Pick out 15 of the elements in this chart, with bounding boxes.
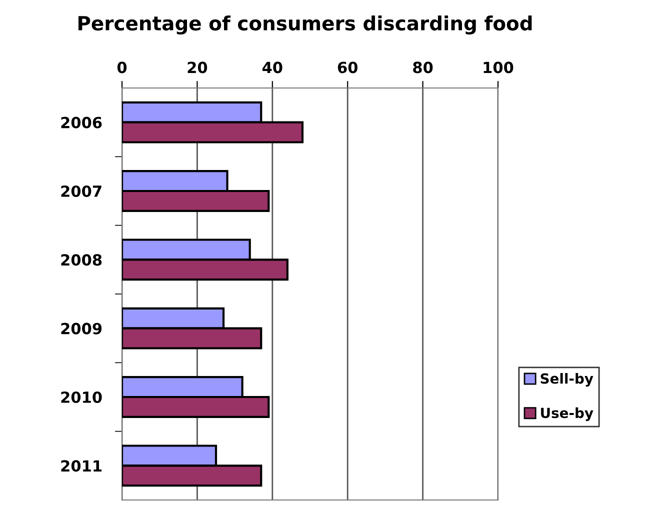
y-tick-label: 2006 (61, 116, 102, 128)
x-tick-label: 60 (338, 62, 358, 74)
chart-title: Percentage of consumers discarding food (78, 16, 532, 34)
y-tick-label: 2007 (61, 185, 102, 198)
x-tick-label: 80 (413, 62, 433, 74)
y-tick-label: 2009 (61, 322, 102, 334)
y-tick-label: 2008 (61, 254, 102, 266)
x-tick-label: 20 (188, 62, 208, 74)
x-tick-label: 40 (262, 62, 282, 74)
y-tick-label: 2011 (61, 460, 102, 472)
x-tick-label: 100 (484, 62, 514, 74)
x-tick-label: 0 (117, 62, 127, 74)
legend-label: Sell-by (540, 373, 594, 387)
y-tick-label: 2010 (61, 391, 102, 404)
legend-label: Use-by (541, 407, 594, 421)
